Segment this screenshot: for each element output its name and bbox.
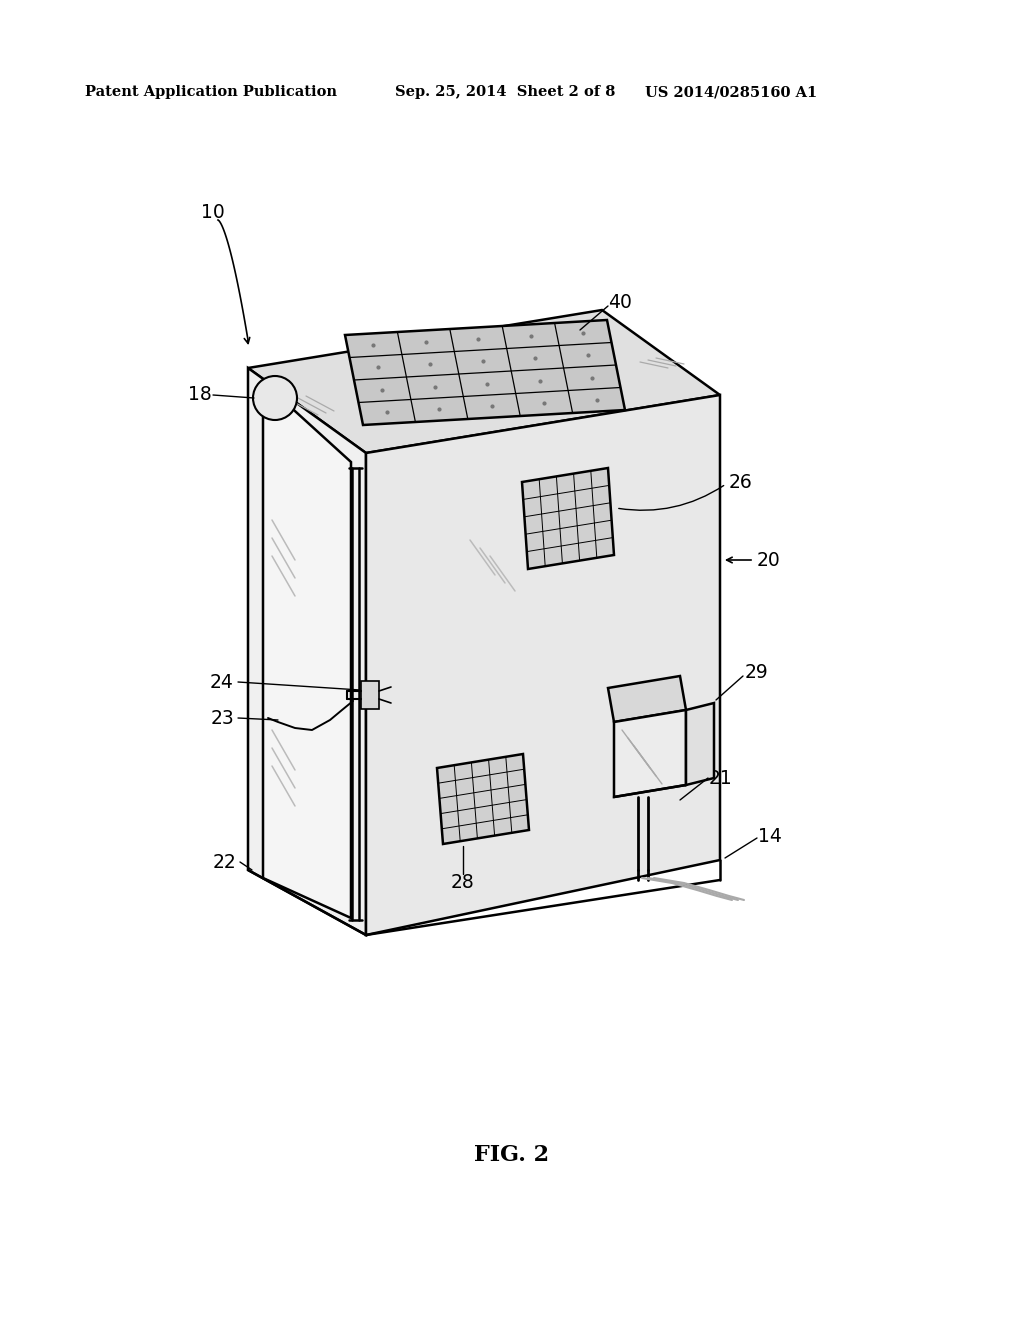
Polygon shape <box>522 469 614 569</box>
Text: US 2014/0285160 A1: US 2014/0285160 A1 <box>645 84 817 99</box>
Text: Patent Application Publication: Patent Application Publication <box>85 84 337 99</box>
Bar <box>361 681 379 709</box>
Text: Sep. 25, 2014  Sheet 2 of 8: Sep. 25, 2014 Sheet 2 of 8 <box>395 84 615 99</box>
Text: 24: 24 <box>210 672 233 692</box>
Text: 18: 18 <box>188 385 212 404</box>
Text: 21: 21 <box>709 768 732 788</box>
Text: 29: 29 <box>744 663 768 681</box>
Polygon shape <box>345 319 625 425</box>
Polygon shape <box>437 754 529 843</box>
Circle shape <box>253 376 297 420</box>
Polygon shape <box>614 710 686 797</box>
Text: 20: 20 <box>756 550 780 569</box>
Text: 23: 23 <box>210 709 233 727</box>
Polygon shape <box>248 368 366 935</box>
Polygon shape <box>248 310 720 453</box>
Text: 22: 22 <box>213 853 237 871</box>
Text: 10: 10 <box>201 202 225 222</box>
Text: 26: 26 <box>728 473 752 491</box>
Text: FIG. 2: FIG. 2 <box>474 1144 550 1166</box>
Text: 28: 28 <box>452 873 475 891</box>
Polygon shape <box>608 676 686 722</box>
Text: 40: 40 <box>608 293 632 312</box>
Text: 14: 14 <box>758 826 782 846</box>
Polygon shape <box>263 381 351 917</box>
Polygon shape <box>366 395 720 935</box>
Polygon shape <box>686 704 714 785</box>
